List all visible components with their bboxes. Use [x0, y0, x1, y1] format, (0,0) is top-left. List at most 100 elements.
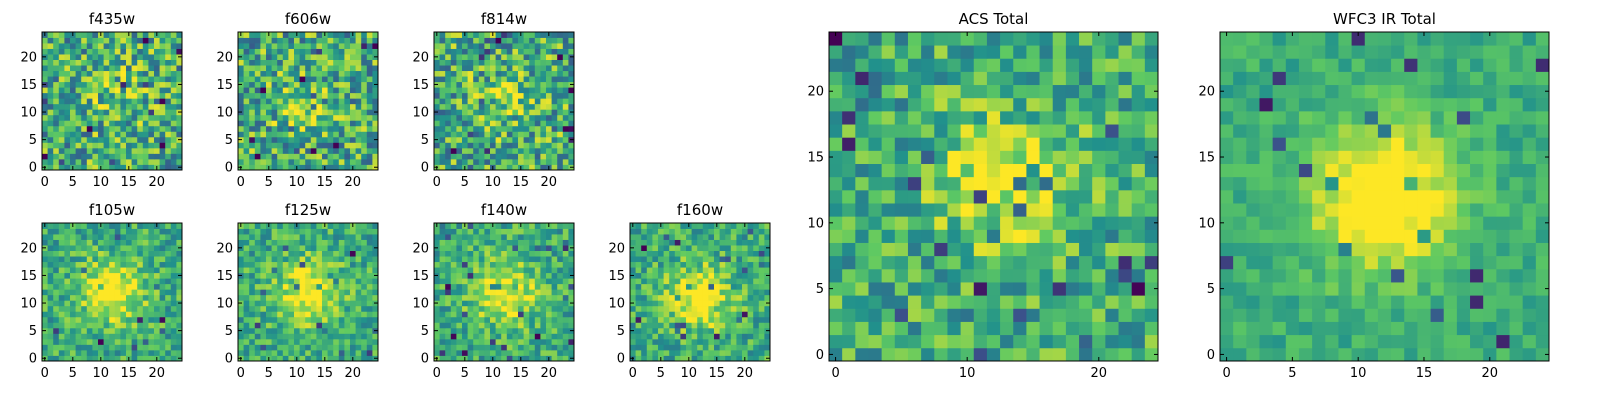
heatmap-cell: [557, 289, 564, 296]
heatmap-cell: [70, 283, 76, 290]
heatmap-cell: [506, 164, 513, 171]
heatmap-cell: [512, 65, 519, 72]
heatmap-cell: [277, 278, 284, 285]
heatmap-cell: [282, 131, 289, 138]
heatmap-cell: [333, 76, 340, 83]
heatmap-cell: [551, 261, 558, 268]
heatmap-cell: [512, 250, 519, 257]
heatmap-cell: [109, 278, 116, 285]
heatmap-cell: [282, 239, 289, 246]
heatmap-cell: [658, 250, 664, 257]
heatmap-cell: [523, 76, 530, 83]
heatmap-cell: [254, 223, 261, 229]
heatmap-cell: [658, 338, 664, 345]
y-tick-label: 5: [29, 133, 37, 148]
heatmap-cell: [518, 153, 524, 160]
heatmap-cell: [506, 70, 513, 77]
heatmap-cell: [322, 289, 328, 296]
heatmap-cell: [355, 272, 362, 279]
heatmap-cell: [467, 278, 474, 285]
heatmap-cell: [829, 176, 843, 191]
heatmap-cell: [490, 228, 496, 235]
heatmap-cell: [64, 54, 71, 60]
heatmap-cell: [674, 322, 681, 329]
heatmap-cell: [47, 103, 54, 110]
heatmap-cell: [310, 223, 317, 229]
heatmap-cell: [467, 333, 474, 340]
heatmap-cell: [490, 261, 496, 268]
heatmap-cell: [305, 239, 312, 246]
heatmap-cell: [456, 59, 463, 66]
heatmap-cell: [316, 92, 323, 99]
heatmap-cell: [473, 48, 480, 55]
heatmap-cell: [646, 272, 653, 279]
heatmap-cell: [260, 136, 267, 143]
heatmap-cell: [299, 103, 306, 110]
heatmap-cell: [529, 164, 536, 171]
heatmap-cell: [170, 142, 177, 149]
heatmap-cell: [316, 267, 323, 274]
heatmap-cell: [338, 228, 345, 235]
heatmap-cell: [310, 355, 317, 362]
heatmap-cell: [456, 267, 463, 274]
heatmap-cell: [75, 223, 82, 229]
heatmap-cell: [86, 294, 93, 301]
heatmap-cell: [344, 228, 351, 235]
heatmap-cell: [294, 92, 300, 99]
heatmap-cell: [322, 250, 328, 257]
heatmap-cell: [142, 54, 149, 60]
heatmap-cell: [725, 305, 732, 312]
heatmap-cell: [529, 289, 536, 296]
heatmap-cell: [855, 189, 869, 204]
heatmap-cell: [1000, 216, 1014, 230]
heatmap-cell: [333, 87, 340, 94]
heatmap-cell: [473, 311, 480, 318]
heatmap-cell: [170, 114, 177, 121]
heatmap-cell: [462, 239, 468, 246]
heatmap-cell: [42, 283, 48, 290]
heatmap-cell: [344, 136, 351, 143]
heatmap-cell: [680, 344, 687, 351]
heatmap-cell: [753, 278, 760, 285]
heatmap-cell: [355, 37, 362, 44]
heatmap-cell: [249, 250, 256, 257]
heatmap-cell: [490, 327, 496, 334]
heatmap-cell: [47, 92, 54, 99]
heatmap-cell: [299, 125, 306, 132]
heatmap-cell: [299, 327, 306, 334]
heatmap-cell: [282, 344, 289, 351]
heatmap-cell: [254, 311, 261, 318]
heatmap-cell: [534, 316, 541, 323]
heatmap-cell: [42, 239, 48, 246]
heatmap-cell: [445, 278, 452, 285]
heatmap-cell: [973, 282, 988, 296]
heatmap-cell: [439, 272, 446, 279]
heatmap-cell: [327, 32, 334, 38]
heatmap-cell: [282, 81, 289, 88]
heatmap-cell: [719, 278, 726, 285]
heatmap-cell: [758, 311, 765, 318]
heatmap-cell: [75, 338, 82, 345]
heatmap-cell: [64, 48, 71, 55]
heatmap-cell: [546, 103, 552, 110]
heatmap-cell: [1000, 347, 1014, 362]
heatmap-cell: [327, 272, 334, 279]
heatmap-cell: [243, 256, 250, 263]
heatmap-cell: [322, 125, 328, 132]
heatmap-cell: [881, 150, 896, 164]
heatmap-cell: [131, 120, 138, 127]
heatmap-cell: [137, 272, 144, 279]
heatmap-cell: [131, 322, 138, 329]
heatmap-cell: [495, 142, 502, 149]
heatmap-cell: [148, 289, 155, 296]
heatmap-cell: [467, 103, 474, 110]
heatmap-cell: [372, 153, 379, 160]
heatmap-cell: [467, 349, 474, 356]
heatmap-cell: [921, 163, 935, 178]
heatmap-cell: [518, 267, 524, 274]
heatmap-cell: [170, 109, 177, 116]
heatmap-cell: [1144, 268, 1159, 283]
heatmap-cell: [366, 142, 373, 149]
heatmap-cell: [361, 103, 368, 110]
